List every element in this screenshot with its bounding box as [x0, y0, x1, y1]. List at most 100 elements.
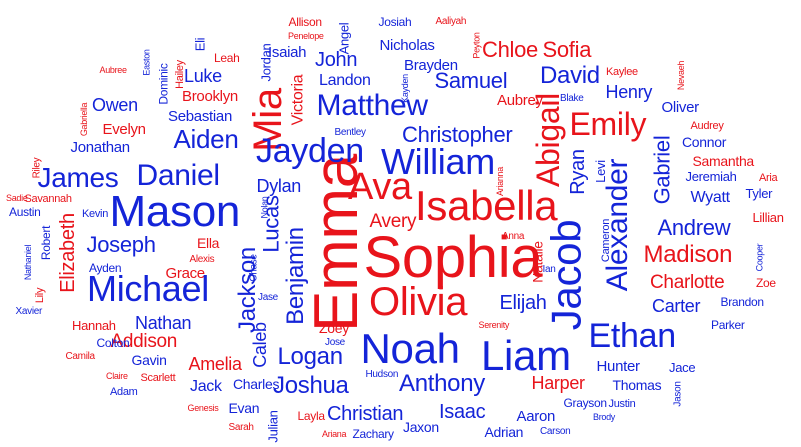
- word-benjamin: Benjamin: [281, 227, 309, 325]
- word-carter: Carter: [652, 296, 701, 316]
- word-noah: Noah: [360, 325, 461, 372]
- word-luke: Luke: [184, 66, 222, 86]
- word-anna: Anna: [502, 231, 525, 242]
- word-jaxon: Jaxon: [403, 419, 439, 435]
- word-sadie: Sadie: [6, 192, 28, 203]
- word-ella: Ella: [197, 235, 220, 251]
- word-christopher: Christopher: [402, 122, 513, 147]
- word-xavier: Xavier: [15, 306, 43, 317]
- word-levi: Levi: [592, 159, 608, 183]
- word-serenity: Serenity: [478, 319, 510, 330]
- word-isabella: Isabella: [415, 182, 558, 229]
- word-michael: Michael: [87, 268, 209, 309]
- word-john: John: [315, 49, 358, 71]
- word-jose: Jose: [325, 337, 345, 348]
- word-sarah: Sarah: [228, 422, 254, 433]
- word-charlotte: Charlotte: [650, 271, 725, 293]
- word-matthew: Matthew: [316, 89, 429, 122]
- word-amelia: Amelia: [188, 354, 243, 374]
- word-madison: Madison: [643, 241, 733, 268]
- word-camila: Camila: [65, 351, 96, 362]
- word-josiah: Josiah: [378, 15, 412, 29]
- word-hannah: Hannah: [72, 317, 116, 333]
- word-justin: Justin: [608, 397, 636, 410]
- word-alexis: Alexis: [189, 254, 215, 265]
- word-chloe: Chloe: [482, 37, 538, 62]
- word-genesis: Genesis: [187, 402, 219, 413]
- word-audrey: Audrey: [690, 119, 724, 132]
- word-isaac: Isaac: [439, 401, 486, 423]
- word-gavin: Gavin: [131, 352, 167, 368]
- word-wyatt: Wyatt: [690, 189, 731, 206]
- word-zachary: Zachary: [352, 427, 395, 441]
- word-cooper: Cooper: [754, 243, 765, 271]
- word-jace: Jace: [669, 359, 696, 375]
- word-aiden: Aiden: [173, 124, 239, 154]
- word-lily: Lily: [33, 287, 46, 303]
- word-joseph: Joseph: [86, 232, 156, 257]
- word-julian: Julian: [265, 409, 281, 443]
- word-jayden: Jayden: [256, 132, 364, 170]
- word-kaylee: Kaylee: [606, 65, 638, 78]
- word-joshua: Joshua: [273, 372, 349, 399]
- word-grayson: Grayson: [563, 396, 608, 410]
- word-daniel: Daniel: [136, 159, 221, 192]
- word-andrew: Andrew: [657, 215, 731, 240]
- word-elizabeth: Elizabeth: [56, 213, 79, 293]
- word-aubrey: Aubrey: [497, 91, 543, 109]
- word-logan: Logan: [277, 343, 344, 370]
- word-evelyn: Evelyn: [102, 120, 147, 138]
- word-nevaeh: Nevaeh: [675, 60, 686, 90]
- word-claire: Claire: [106, 370, 128, 381]
- word-leah: Leah: [214, 51, 240, 65]
- word-brandon: Brandon: [720, 295, 765, 309]
- word-bentley: Bentley: [334, 127, 367, 138]
- word-owen: Owen: [92, 95, 138, 115]
- word-charles: Charles: [233, 376, 280, 392]
- word-easton: Easton: [141, 48, 152, 76]
- word-christian: Christian: [327, 403, 404, 425]
- word-anthony: Anthony: [399, 370, 485, 397]
- word-savannah: Savannah: [24, 192, 72, 205]
- word-jonathan: Jonathan: [70, 138, 131, 156]
- word-zoey: Zoey: [319, 320, 349, 336]
- word-chase: Chase: [248, 254, 260, 282]
- word-jacob: Jacob: [541, 219, 589, 331]
- word-gabriella: Gabriella: [78, 102, 89, 136]
- word-scarlett: Scarlett: [140, 371, 176, 384]
- word-aaron: Aaron: [516, 407, 556, 425]
- word-layla: Layla: [297, 409, 326, 423]
- word-landon: Landon: [319, 72, 371, 89]
- word-aaliyah: Aaliyah: [435, 16, 467, 27]
- word-sofia: Sofia: [542, 37, 592, 62]
- word-nathaniel: Nathaniel: [22, 244, 33, 280]
- word-mason: Mason: [109, 187, 241, 236]
- word-blake: Blake: [560, 93, 584, 104]
- word-carson: Carson: [540, 426, 571, 437]
- word-olivia: Olivia: [369, 280, 468, 324]
- word-david: David: [540, 62, 600, 89]
- word-ian: Ian: [542, 264, 556, 275]
- word-samuel: Samuel: [434, 68, 508, 93]
- word-ava: Ava: [348, 166, 412, 208]
- word-nolan: Nolan: [259, 195, 270, 219]
- word-peyton: Peyton: [471, 31, 482, 59]
- word-kevin: Kevin: [82, 207, 109, 220]
- word-oliver: Oliver: [661, 98, 700, 116]
- word-isaiah: Isaiah: [268, 43, 307, 61]
- word-eli: Eli: [192, 37, 208, 51]
- word-penelope: Penelope: [288, 30, 324, 41]
- word-grace: Grace: [165, 264, 206, 282]
- word-james: James: [37, 162, 119, 193]
- word-evan: Evan: [228, 400, 260, 416]
- word-addison: Addison: [110, 330, 178, 352]
- word-jason: Jason: [672, 381, 684, 407]
- word-robert: Robert: [39, 225, 54, 261]
- word-connor: Connor: [682, 134, 727, 150]
- word-sebastian: Sebastian: [168, 107, 233, 125]
- word-harper: Harper: [531, 373, 586, 393]
- word-gabriel: Gabriel: [648, 135, 674, 205]
- word-brooklyn: Brooklyn: [182, 87, 238, 105]
- word-hunter: Hunter: [596, 357, 641, 375]
